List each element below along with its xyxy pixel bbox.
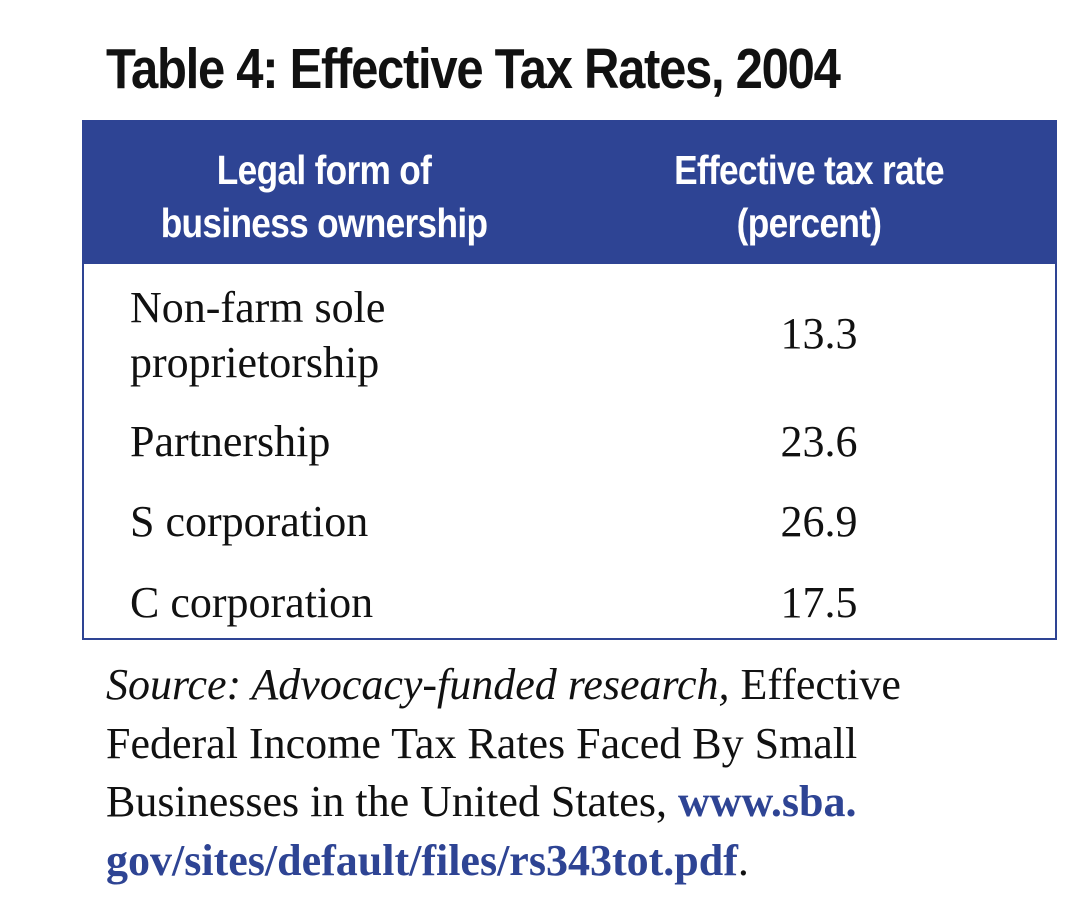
tax-rates-table: Legal form of business ownership Effecti… [82, 120, 1057, 640]
row-name-line-1: Non-farm sole [130, 283, 386, 332]
source-link-part-2[interactable]: gov/sites/default/files/rs343tot.pdf [106, 835, 738, 885]
row-name: Partnership [130, 417, 331, 466]
source-text-3: Businesses in the United States, [106, 777, 667, 826]
source-citation: Source: Advocacy-funded research, Effect… [106, 656, 1056, 890]
source-text-2: Federal Income Tax Rates Faced By Small [106, 718, 858, 768]
row-value: 26.9 [780, 497, 858, 546]
source-trailing-period: . [737, 835, 749, 885]
row-value: 13.3 [780, 309, 858, 358]
row-name-line-2: proprietorship [130, 338, 380, 387]
header-effective-rate: Effective tax rate (percent) [604, 144, 1014, 250]
source-link-part-1[interactable]: www.sba. [677, 777, 857, 826]
table-header: Legal form of business ownership Effecti… [84, 122, 1055, 264]
row-value: 17.5 [780, 578, 858, 627]
header-legal-form: Legal form of business ownership [104, 144, 544, 250]
source-text-1: Effective [740, 660, 901, 709]
header-effective-rate-line-2: (percent) [736, 200, 882, 246]
row-name: S corporation [130, 497, 369, 546]
header-effective-rate-line-1: Effective tax rate [674, 147, 945, 193]
header-legal-form-line-2: business ownership [160, 200, 488, 246]
table-title: Table 4: Effective Tax Rates, 2004 [106, 37, 841, 101]
row-name: C corporation [130, 578, 374, 627]
header-legal-form-line-1: Legal form of [216, 147, 432, 193]
row-value: 23.6 [780, 417, 858, 466]
row-name: Non-farm sole proprietorship [130, 280, 385, 390]
source-label: Source: Advocacy-funded research, [106, 660, 730, 709]
